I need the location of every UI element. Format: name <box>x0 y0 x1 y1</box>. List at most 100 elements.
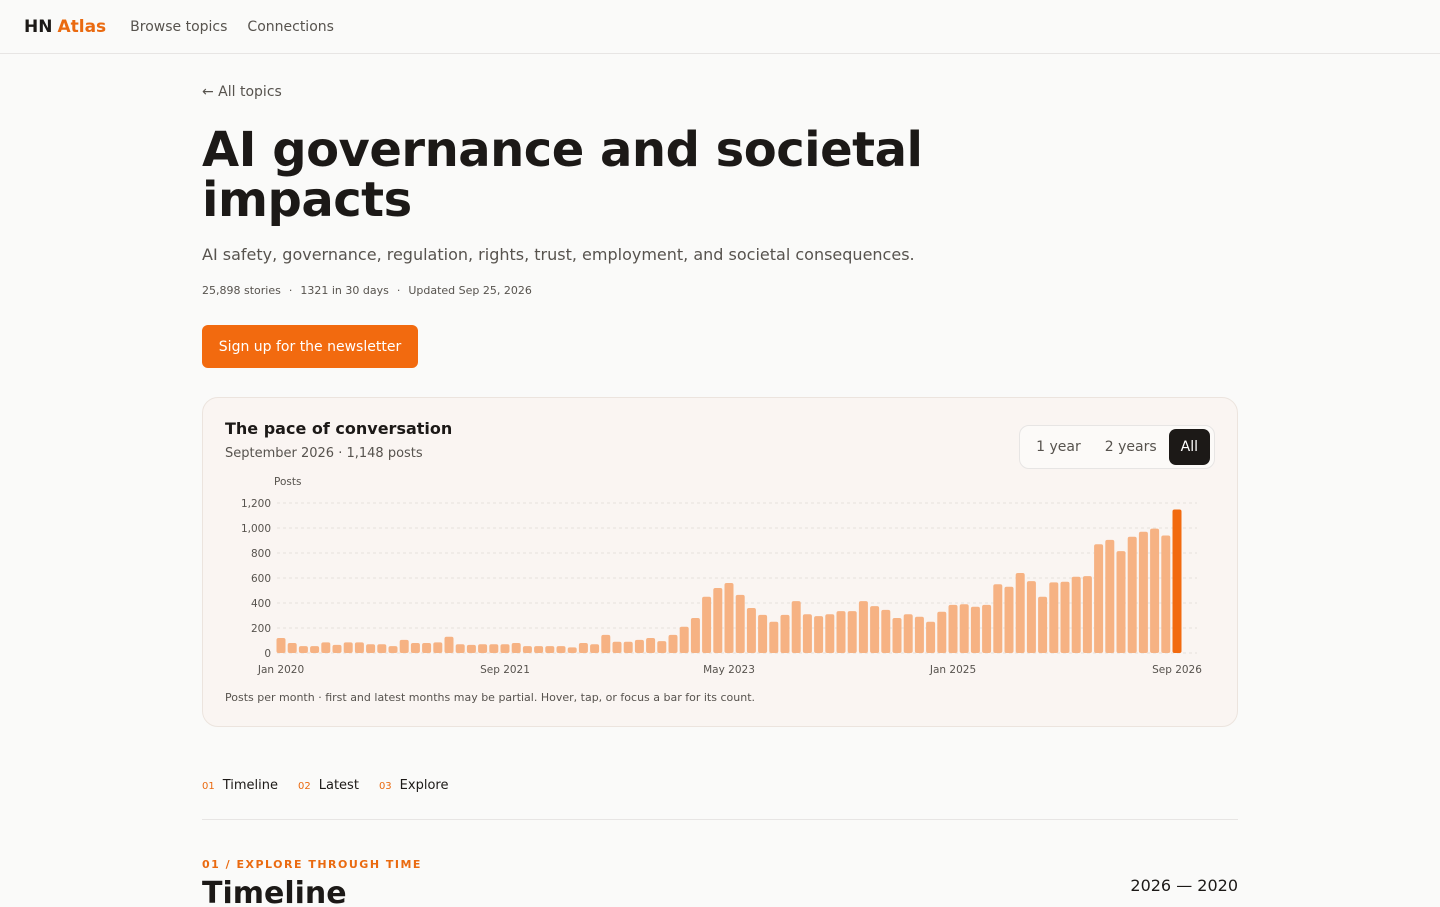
bar <box>1172 509 1182 653</box>
bar <box>791 601 801 653</box>
tabs: 01 Timeline 02 Latest 03 Explore <box>202 778 468 793</box>
chart-footnote: Posts per month · first and latest month… <box>225 691 755 704</box>
bar <box>601 634 611 653</box>
bar <box>1116 551 1126 653</box>
bar <box>713 588 723 653</box>
bar <box>702 596 712 653</box>
bar <box>1026 581 1036 653</box>
bar <box>276 638 286 653</box>
nav-link[interactable]: Browse topics <box>130 18 228 35</box>
nav-link[interactable]: Connections <box>247 18 334 35</box>
bar <box>679 626 689 653</box>
bar <box>758 614 768 653</box>
bar <box>1105 539 1115 653</box>
bar <box>1060 581 1070 653</box>
divider <box>202 819 1238 820</box>
bar <box>926 621 936 653</box>
range-button[interactable]: 2 years <box>1093 429 1169 465</box>
bar <box>1082 576 1092 653</box>
bar <box>455 644 465 653</box>
brand[interactable]: HN Atlas <box>24 17 106 37</box>
y-tick-label: 200 <box>251 623 271 635</box>
bar <box>1049 582 1059 653</box>
bar <box>612 641 622 653</box>
bar <box>993 584 1003 653</box>
bar <box>634 639 644 653</box>
bar <box>366 644 376 653</box>
x-tick-label: May 2023 <box>703 664 755 676</box>
bar <box>948 604 958 653</box>
bar <box>903 614 913 653</box>
bar <box>343 642 353 653</box>
chart: Posts 0 200 400 600 800 1,000 1,200 Jan 2020 Sep… <box>241 476 1202 676</box>
bar <box>1138 531 1148 653</box>
meta-item: 1321 in 30 days <box>300 284 389 297</box>
meta: 25,898 stories · 1321 in 30 days · Updated S… <box>202 284 532 297</box>
bar <box>724 583 734 653</box>
tab-number: 03 <box>378 781 392 792</box>
bar <box>802 614 812 653</box>
bar <box>746 608 756 653</box>
range-button[interactable]: 1 year <box>1024 429 1093 465</box>
bar <box>500 644 510 653</box>
bar <box>422 643 432 653</box>
tab[interactable]: 03 Explore <box>379 778 449 793</box>
bar <box>1127 536 1137 653</box>
bar <box>534 646 544 653</box>
bar <box>1038 596 1048 653</box>
back-link[interactable]: ← All topics <box>202 84 282 100</box>
y-tick-label: 0 <box>264 648 271 660</box>
y-tick-label: 600 <box>251 573 271 585</box>
bar <box>623 641 633 653</box>
bar <box>567 647 577 653</box>
newsletter-button[interactable]: Sign up for the newsletter <box>202 325 418 368</box>
bar <box>433 642 443 653</box>
x-tick-label: Sep 2021 <box>480 664 530 676</box>
bar <box>657 641 667 653</box>
page-title: AI governance and societal impacts <box>202 122 923 228</box>
bar <box>970 606 980 653</box>
tab[interactable]: 01 Timeline <box>202 778 278 793</box>
bar <box>354 642 364 653</box>
y-axis-label: Posts <box>274 476 301 488</box>
description: AI safety, governance, regulation, right… <box>202 245 915 264</box>
bar <box>836 611 846 653</box>
y-tick-label: 1,200 <box>241 498 271 510</box>
bar <box>444 636 454 653</box>
bar <box>1161 535 1171 653</box>
bar <box>1150 528 1160 653</box>
bar <box>410 643 420 653</box>
chart-subtitle: September 2026 · 1,148 posts <box>225 446 423 461</box>
bar <box>769 621 779 653</box>
brand-suffix: Atlas <box>57 16 107 37</box>
bar <box>858 601 868 653</box>
bar <box>735 594 745 653</box>
bar <box>1094 544 1104 653</box>
bar <box>1071 576 1081 653</box>
bar <box>668 634 678 653</box>
brand-prefix: HN <box>24 16 53 37</box>
bar <box>556 646 566 653</box>
bar <box>377 644 387 653</box>
tab-number: 01 <box>202 781 215 792</box>
tab[interactable]: 02 Latest <box>298 778 359 793</box>
bar <box>511 643 521 653</box>
range-button[interactable]: All <box>1168 429 1210 465</box>
bar <box>321 642 331 653</box>
bar <box>287 643 297 653</box>
bar <box>914 616 924 653</box>
y-tick-label: 400 <box>251 598 271 610</box>
bar <box>780 614 790 653</box>
top-nav: HN Atlas Browse topics Connections <box>0 0 1440 54</box>
bar <box>590 644 600 653</box>
bar <box>466 644 476 653</box>
section-eyebrow: 01 / EXPLORE THROUGH TIME <box>202 858 422 871</box>
separator: · <box>396 284 401 297</box>
bar <box>881 609 891 653</box>
bar <box>1015 573 1025 653</box>
section-range: 2026 — 2020 <box>1130 876 1238 895</box>
tab-label: Timeline <box>222 778 279 793</box>
section-title: Timeline <box>202 876 347 907</box>
